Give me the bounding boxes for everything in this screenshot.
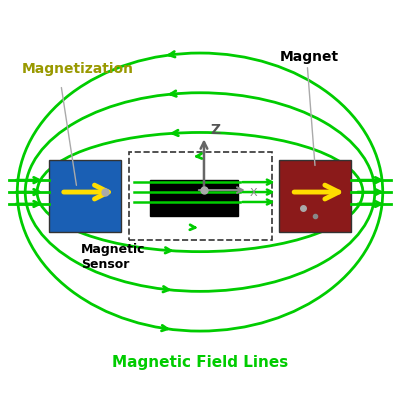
FancyBboxPatch shape (280, 160, 351, 232)
FancyBboxPatch shape (49, 160, 120, 232)
Text: Magnetization: Magnetization (21, 62, 133, 76)
Text: Magnetic Field Lines: Magnetic Field Lines (112, 355, 288, 370)
Text: Magnet: Magnet (280, 50, 338, 64)
Text: Magnetic
Sensor: Magnetic Sensor (81, 242, 145, 270)
FancyBboxPatch shape (150, 180, 238, 216)
Text: X: X (250, 188, 257, 198)
FancyBboxPatch shape (128, 152, 272, 240)
Text: Z: Z (210, 124, 220, 138)
